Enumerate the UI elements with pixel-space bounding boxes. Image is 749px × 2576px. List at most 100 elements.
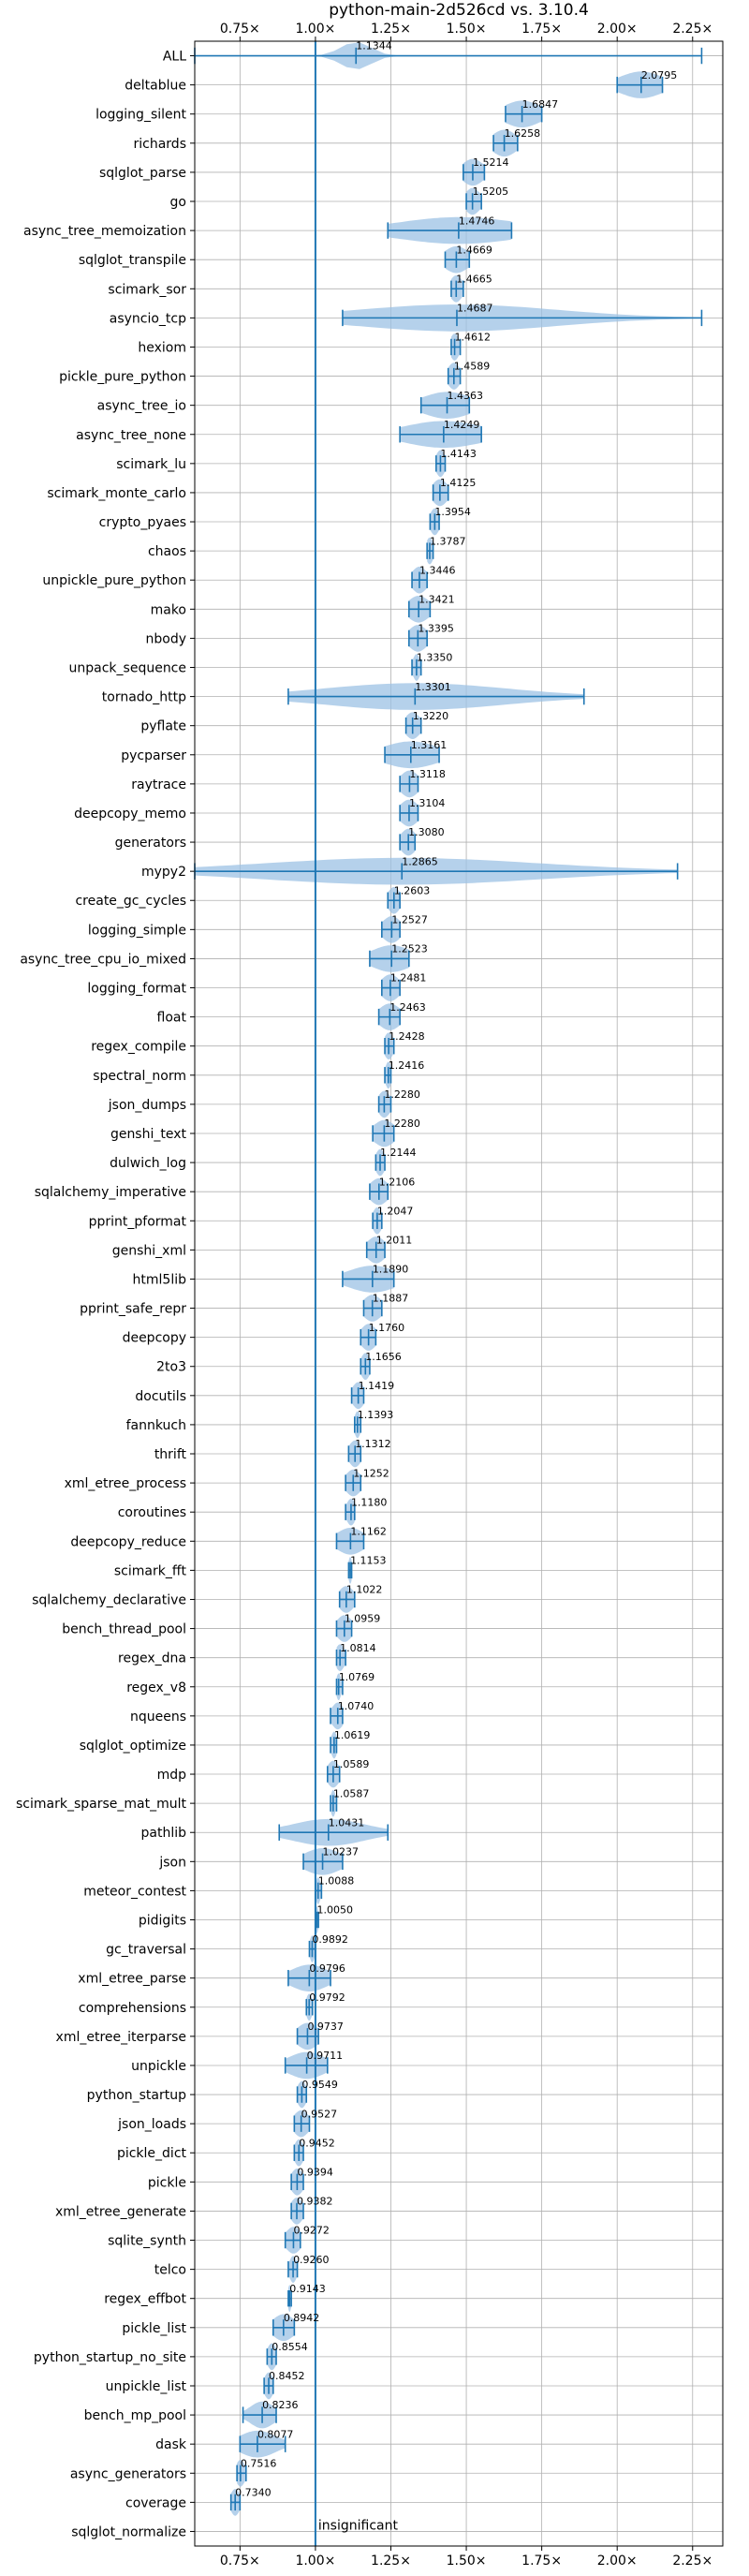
benchmark-label: 2to3 bbox=[156, 1360, 186, 1375]
value-label: 0.7340 bbox=[235, 2487, 272, 2499]
benchmark-label: dulwich_log bbox=[110, 1156, 186, 1171]
value-label: 1.2011 bbox=[376, 1235, 413, 1247]
value-label: 1.2481 bbox=[390, 972, 427, 985]
value-label: 1.1312 bbox=[355, 1438, 391, 1450]
value-label: 1.4589 bbox=[454, 361, 490, 373]
benchmark-label: async_tree_cpu_io_mixed bbox=[20, 952, 186, 967]
value-label: 1.2865 bbox=[402, 855, 438, 867]
benchmark-label: genshi_text bbox=[110, 1127, 187, 1142]
value-label: 0.8236 bbox=[262, 2399, 299, 2411]
value-label: 1.3350 bbox=[417, 652, 453, 664]
benchmark-label: tornado_http bbox=[102, 690, 186, 705]
value-label: 1.2463 bbox=[389, 1001, 426, 1014]
benchmark-label: regex_dna bbox=[118, 1651, 186, 1666]
value-label: 1.3220 bbox=[413, 710, 449, 722]
benchmark-label: unpickle_pure_python bbox=[42, 573, 186, 588]
benchmark-label: json_dumps bbox=[108, 1098, 186, 1113]
x-tick-label-top: 2.25× bbox=[672, 22, 712, 37]
benchmark-label: coroutines bbox=[118, 1505, 186, 1520]
value-label: 2.0795 bbox=[641, 69, 678, 81]
benchmark-label: mako bbox=[151, 602, 186, 617]
value-label: 0.9549 bbox=[301, 2079, 338, 2091]
value-label: 1.2416 bbox=[389, 1059, 425, 1072]
benchmark-label: deepcopy_reduce bbox=[70, 1534, 186, 1549]
value-label: 1.1022 bbox=[346, 1584, 383, 1596]
value-label: 1.2523 bbox=[391, 943, 428, 955]
x-tick-label-bottom: 1.25× bbox=[371, 2554, 411, 2569]
value-label: 1.0959 bbox=[345, 1613, 381, 1625]
value-label: 1.2527 bbox=[391, 913, 428, 925]
benchmark-label: asyncio_tcp bbox=[110, 311, 186, 326]
benchmark-label: async_tree_io bbox=[97, 399, 186, 414]
benchmark-label: pidigits bbox=[139, 1914, 186, 1929]
value-label: 1.1760 bbox=[369, 1322, 405, 1334]
benchmark-label: pickle_list bbox=[122, 2321, 186, 2336]
benchmark-label: fannkuch bbox=[126, 1418, 186, 1433]
benchmark-label: xml_etree_process bbox=[65, 1476, 186, 1491]
value-label: 1.0050 bbox=[317, 1904, 354, 1917]
benchmark-label: gc_traversal bbox=[106, 1943, 186, 1958]
benchmark-label: sqlalchemy_declarative bbox=[32, 1592, 186, 1607]
value-label: 0.8077 bbox=[257, 2428, 294, 2440]
benchmark-label: dask bbox=[155, 2437, 187, 2452]
value-label: 1.2280 bbox=[384, 1118, 420, 1130]
benchmark-label: html5lib bbox=[133, 1272, 187, 1287]
benchmark-label: bench_thread_pool bbox=[62, 1622, 186, 1637]
value-label: 1.2047 bbox=[377, 1205, 414, 1217]
value-label: 1.4125 bbox=[440, 477, 477, 489]
benchmark-label: pycparser bbox=[121, 748, 186, 763]
benchmark-label: pickle_pure_python bbox=[59, 370, 186, 385]
value-label: 1.1419 bbox=[359, 1380, 395, 1392]
benchmark-label: deepcopy bbox=[123, 1331, 186, 1346]
value-label: 1.1890 bbox=[373, 1264, 409, 1276]
benchmark-label: async_tree_memoization bbox=[23, 224, 186, 239]
value-label: 1.2106 bbox=[379, 1176, 416, 1188]
benchmark-label: ALL bbox=[163, 50, 186, 65]
value-label: 1.2280 bbox=[384, 1088, 420, 1101]
value-label: 1.3104 bbox=[409, 797, 446, 809]
x-tick-label-bottom: 0.75× bbox=[220, 2554, 260, 2569]
benchmark-label: raytrace bbox=[131, 777, 186, 792]
benchmark-label: python_startup_no_site bbox=[34, 2350, 186, 2365]
value-label: 1.1887 bbox=[373, 1293, 409, 1305]
benchmark-label: scimark_lu bbox=[116, 457, 186, 472]
value-label: 1.0740 bbox=[338, 1700, 374, 1712]
benchmark-label: deltablue bbox=[125, 79, 186, 94]
benchmark-label: sqlglot_parse bbox=[99, 166, 186, 181]
benchmark-label: generators bbox=[115, 836, 186, 851]
label-layer: ALL deltablue logging_silent richards sqlglo… bbox=[16, 40, 677, 2540]
benchmark-label: pickle_dict bbox=[117, 2146, 187, 2161]
value-label: 1.0587 bbox=[333, 1787, 370, 1799]
benchmark-label: unpickle bbox=[131, 2059, 186, 2074]
value-label: 1.0619 bbox=[334, 1729, 371, 1741]
value-label: 0.8554 bbox=[272, 2341, 308, 2353]
value-label: 1.4363 bbox=[448, 390, 484, 402]
value-label: 1.1180 bbox=[351, 1496, 388, 1508]
value-label: 0.9272 bbox=[293, 2225, 330, 2237]
value-label: 0.9260 bbox=[293, 2254, 330, 2266]
value-label: 1.0769 bbox=[339, 1671, 375, 1683]
value-label: 1.4665 bbox=[456, 273, 492, 285]
benchmark-label: mdp bbox=[157, 1768, 187, 1783]
benchmark-label: crypto_pyaes bbox=[99, 515, 186, 530]
benchmark-label: regex_compile bbox=[91, 1040, 186, 1055]
value-label: 0.9143 bbox=[289, 2283, 326, 2295]
benchmark-label: chaos bbox=[148, 544, 186, 559]
value-label: 0.7516 bbox=[241, 2457, 277, 2469]
benchmark-label: async_generators bbox=[70, 2466, 186, 2481]
value-label: 1.1153 bbox=[350, 1555, 387, 1567]
value-label: 1.0589 bbox=[333, 1758, 370, 1770]
benchmark-label: docutils bbox=[135, 1389, 186, 1404]
value-label: 1.3118 bbox=[409, 768, 446, 780]
benchmark-label: nbody bbox=[146, 631, 187, 646]
benchmark-label: python_startup bbox=[87, 2088, 186, 2103]
value-label: 0.9452 bbox=[299, 2137, 335, 2149]
value-label: 1.6847 bbox=[522, 98, 559, 111]
benchmark-label: thrift bbox=[154, 1447, 187, 1462]
benchmark-label: sqlite_synth bbox=[108, 2234, 186, 2249]
benchmark-label: logging_silent bbox=[95, 108, 186, 123]
value-label: 1.3787 bbox=[430, 535, 466, 547]
benchmark-label: pprint_safe_repr bbox=[80, 1302, 186, 1317]
benchmark-label: xml_etree_parse bbox=[78, 1972, 186, 1987]
